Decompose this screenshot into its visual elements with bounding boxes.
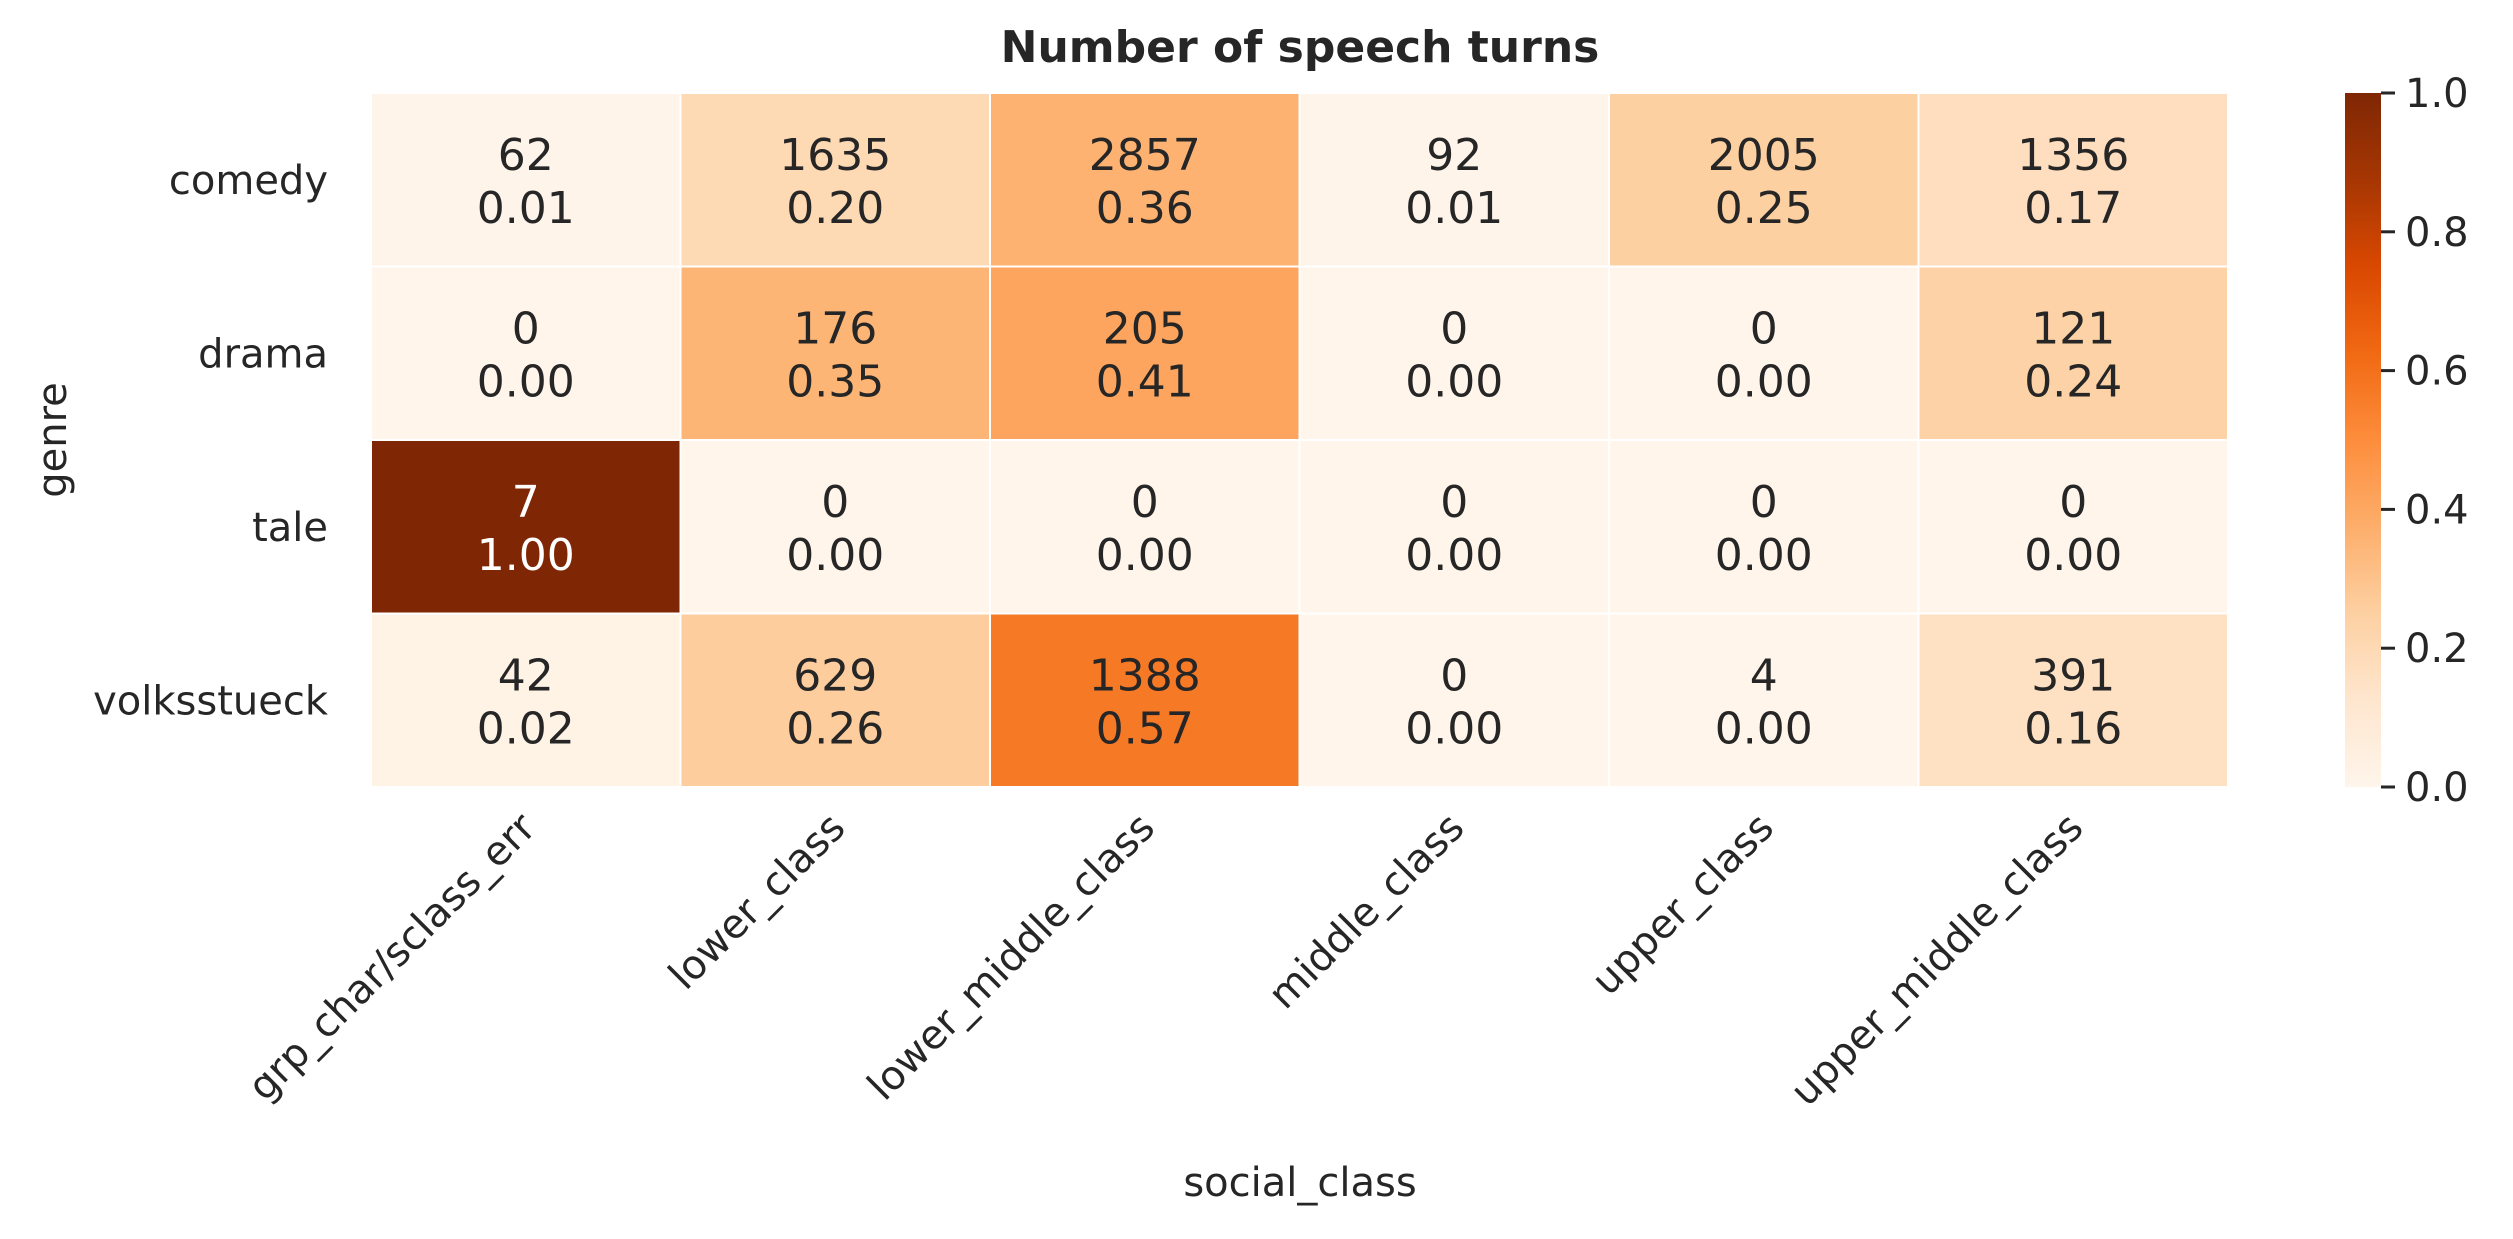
- cell-fraction-label: 0.01: [477, 183, 575, 234]
- cell-count-label: 1635: [779, 130, 891, 181]
- cell-fraction-label: 0.36: [1096, 183, 1194, 234]
- x-tick-label: upper_middle_class: [1782, 805, 2092, 1115]
- cell-count-label: 121: [2031, 303, 2115, 354]
- heatmap-cell: [1298, 612, 1610, 788]
- x-tick-label: lower_middle_class: [859, 805, 1164, 1110]
- heatmap-cell: [679, 612, 991, 788]
- colorbar-gradient: [2345, 93, 2381, 787]
- y-tick-label: comedy: [169, 158, 328, 204]
- cell-count-label: 2005: [1708, 130, 1820, 181]
- cell-fraction-label: 0.00: [1715, 530, 1813, 581]
- cell-count-label: 176: [793, 303, 877, 354]
- cell-fraction-label: 0.25: [1715, 183, 1813, 234]
- cell-fraction-label: 0.35: [786, 356, 884, 407]
- heatmap-cell: [679, 265, 991, 441]
- x-axis: grp_char/sclass_err lower_class lower_midd…: [239, 804, 2092, 1115]
- cell-fraction-label: 0.02: [477, 703, 575, 754]
- cell-count-label: 7: [512, 477, 540, 528]
- heatmap-cell: [1608, 92, 1920, 268]
- cell-fraction-label: 0.00: [1405, 356, 1503, 407]
- y-tick-label: drama: [198, 331, 328, 377]
- cell-count-label: 1388: [1089, 650, 1201, 701]
- cell-count-label: 0: [512, 303, 540, 354]
- heatmap-cell: [1298, 439, 1610, 615]
- heatmap-cell: [989, 439, 1301, 615]
- chart-title: Number of speech turns: [1001, 22, 1600, 73]
- cell-fraction-label: 0.24: [2024, 356, 2122, 407]
- cell-fraction-label: 0.00: [786, 530, 884, 581]
- cell-count-label: 2857: [1089, 130, 1201, 181]
- cell-fraction-label: 0.00: [1096, 530, 1194, 581]
- heatmap-cell: [679, 439, 991, 615]
- cell-fraction-label: 0.00: [1405, 530, 1503, 581]
- colorbar: 0.0 0.2 0.4 0.6 0.8 1.0: [2345, 71, 2469, 811]
- cell-fraction-label: 0.00: [2024, 530, 2122, 581]
- x-tick-label: lower_class: [660, 805, 854, 999]
- heatmap-cell: [1917, 92, 2229, 268]
- cell-fraction-label: 0.41: [1096, 356, 1194, 407]
- cell-count-label: 205: [1103, 303, 1187, 354]
- cell-fraction-label: 0.17: [2024, 183, 2122, 234]
- cell-count-label: 42: [498, 650, 554, 701]
- heatmap-cell: [370, 612, 682, 788]
- heatmap-cell: [1608, 612, 1920, 788]
- cell-fraction-label: 0.26: [786, 703, 884, 754]
- x-tick-label: upper_class: [1583, 805, 1783, 1005]
- colorbar-tick-label: 0.2: [2405, 626, 2469, 672]
- y-axis: comedy drama tale volksstueck: [93, 158, 329, 725]
- heatmap-cell: [1917, 265, 2229, 441]
- heatmap-cell: [989, 612, 1301, 788]
- heatmap-cell: [1917, 612, 2229, 788]
- colorbar-tick-label: 0.0: [2405, 765, 2469, 811]
- cell-fraction-label: 1.00: [477, 530, 575, 581]
- heatmap-cell: [989, 92, 1301, 268]
- colorbar-tick-label: 0.8: [2405, 210, 2469, 256]
- cell-fraction-label: 0.20: [786, 183, 884, 234]
- cell-count-label: 0: [821, 477, 849, 528]
- heatmap-cell: [1917, 439, 2229, 615]
- y-tick-label: volksstueck: [93, 678, 329, 724]
- heatmap-cell: [1298, 92, 1610, 268]
- x-tick-label: grp_char/sclass_err: [239, 804, 545, 1110]
- heatmap-cell: [370, 439, 682, 615]
- x-axis-label: social_class: [1183, 1160, 1416, 1206]
- cell-fraction-label: 0.00: [1715, 356, 1813, 407]
- cell-fraction-label: 0.57: [1096, 703, 1194, 754]
- colorbar-tick-label: 0.4: [2405, 487, 2469, 533]
- cell-count-label: 62: [498, 130, 554, 181]
- x-tick-label: middle_class: [1260, 805, 1473, 1018]
- cell-count-label: 4: [1750, 650, 1778, 701]
- y-tick-label: tale: [252, 505, 328, 551]
- cell-count-label: 1356: [2017, 130, 2129, 181]
- cell-fraction-label: 0.16: [2024, 703, 2122, 754]
- cell-count-label: 0: [1131, 477, 1159, 528]
- cell-count-label: 629: [793, 650, 877, 701]
- cell-count-label: 0: [1440, 303, 1468, 354]
- cell-fraction-label: 0.00: [1405, 703, 1503, 754]
- cell-count-label: 92: [1426, 130, 1482, 181]
- heatmap-cells: [370, 92, 2229, 788]
- cell-count-label: 0: [1750, 303, 1778, 354]
- cell-fraction-label: 0.00: [1715, 703, 1813, 754]
- heatmap-cell: [679, 92, 991, 268]
- cell-count-label: 391: [2031, 650, 2115, 701]
- heatmap-cell: [1608, 439, 1920, 615]
- colorbar-tick-label: 1.0: [2405, 71, 2469, 117]
- colorbar-tick-label: 0.6: [2405, 349, 2469, 395]
- cell-count-label: 0: [1440, 477, 1468, 528]
- cell-fraction-label: 0.00: [477, 356, 575, 407]
- heatmap-cell: [1298, 265, 1610, 441]
- cell-count-label: 0: [1440, 650, 1468, 701]
- y-axis-label: genre: [30, 382, 76, 498]
- cell-count-label: 0: [1750, 477, 1778, 528]
- cell-count-label: 0: [2059, 477, 2087, 528]
- cell-fraction-label: 0.01: [1405, 183, 1503, 234]
- cell-labels: 620.0116350.2028570.36920.0120050.251356…: [477, 130, 2129, 755]
- heatmap-cell: [370, 92, 682, 268]
